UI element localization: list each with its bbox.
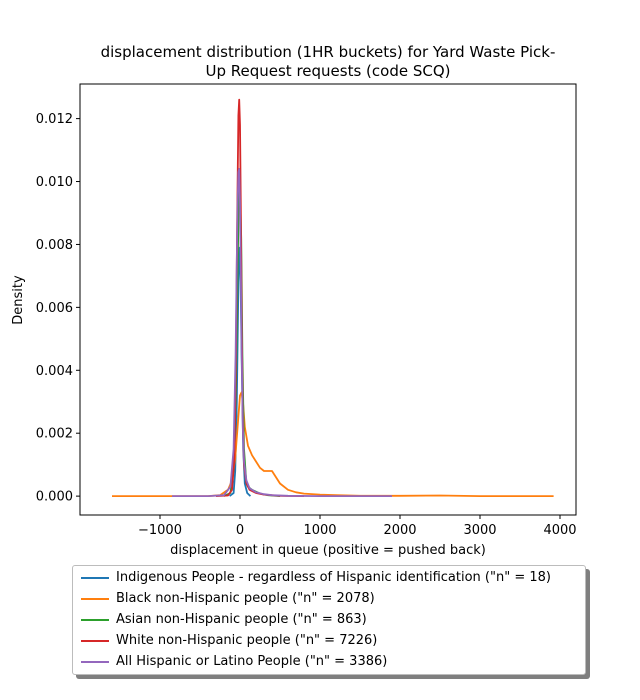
legend-label: Indigenous People - regardless of Hispan…	[116, 570, 551, 585]
x-tick-label: 3000	[463, 523, 496, 538]
y-tick-label: 0.010	[36, 175, 73, 190]
x-axis-label: displacement in queue (positive = pushed…	[170, 543, 486, 558]
plot-area	[79, 83, 577, 516]
series-line-4	[172, 167, 392, 498]
x-axis-ticks: −1000 0 1000 2000 3000 4000	[138, 515, 577, 538]
legend-label: White non-Hispanic people ("n" = 7226)	[116, 633, 378, 648]
y-tick-label: 0.008	[36, 238, 73, 253]
y-tick-label: 0.012	[36, 112, 73, 127]
legend-item-white: White non-Hispanic people ("n" = 7226)	[73, 632, 583, 650]
legend-swatch	[81, 598, 109, 600]
x-tick-label: 0	[236, 523, 244, 538]
y-tick-label: 0.002	[36, 427, 73, 442]
series-curves	[112, 98, 554, 498]
legend-item-indigenous: Indigenous People - regardless of Hispan…	[73, 569, 583, 587]
chart-title-line-1: displacement distribution (1HR buckets) …	[100, 43, 556, 61]
legend: Indigenous People - regardless of Hispan…	[72, 565, 586, 675]
y-tick-label: 0.000	[36, 490, 73, 505]
legend-label: Black non-Hispanic people ("n" = 2078)	[116, 591, 375, 606]
legend-item-hispanic: All Hispanic or Latino People ("n" = 338…	[73, 653, 583, 671]
legend-swatch	[81, 619, 109, 621]
density-chart: −1000 0 1000 2000 3000 4000 0.0000.0020.0040.…	[11, 83, 577, 558]
y-axis-ticks: 0.000 0.002 0.004 0.006 0.008 0.010 0.012	[36, 112, 80, 505]
x-tick-label: 2000	[383, 523, 416, 538]
x-tick-label: 1000	[303, 523, 336, 538]
legend-item-black: Black non-Hispanic people ("n" = 2078)	[73, 590, 583, 608]
legend-item-asian: Asian non-Hispanic people ("n" = 863)	[73, 611, 583, 629]
legend-label: All Hispanic or Latino People ("n" = 338…	[116, 654, 388, 669]
y-axis-label: Density	[11, 275, 26, 325]
chart-title-line-2: Up Request requests (code SCQ)	[205, 62, 451, 80]
legend-swatch	[81, 661, 109, 663]
legend-swatch	[81, 577, 109, 579]
y-tick-label: 0.006	[36, 301, 73, 316]
x-tick-label: 4000	[543, 523, 576, 538]
legend-label: Asian non-Hispanic people ("n" = 863)	[116, 612, 367, 627]
x-tick-label: −1000	[138, 523, 182, 538]
y-tick-label: 0.004	[36, 364, 73, 379]
legend-swatch	[81, 640, 109, 642]
